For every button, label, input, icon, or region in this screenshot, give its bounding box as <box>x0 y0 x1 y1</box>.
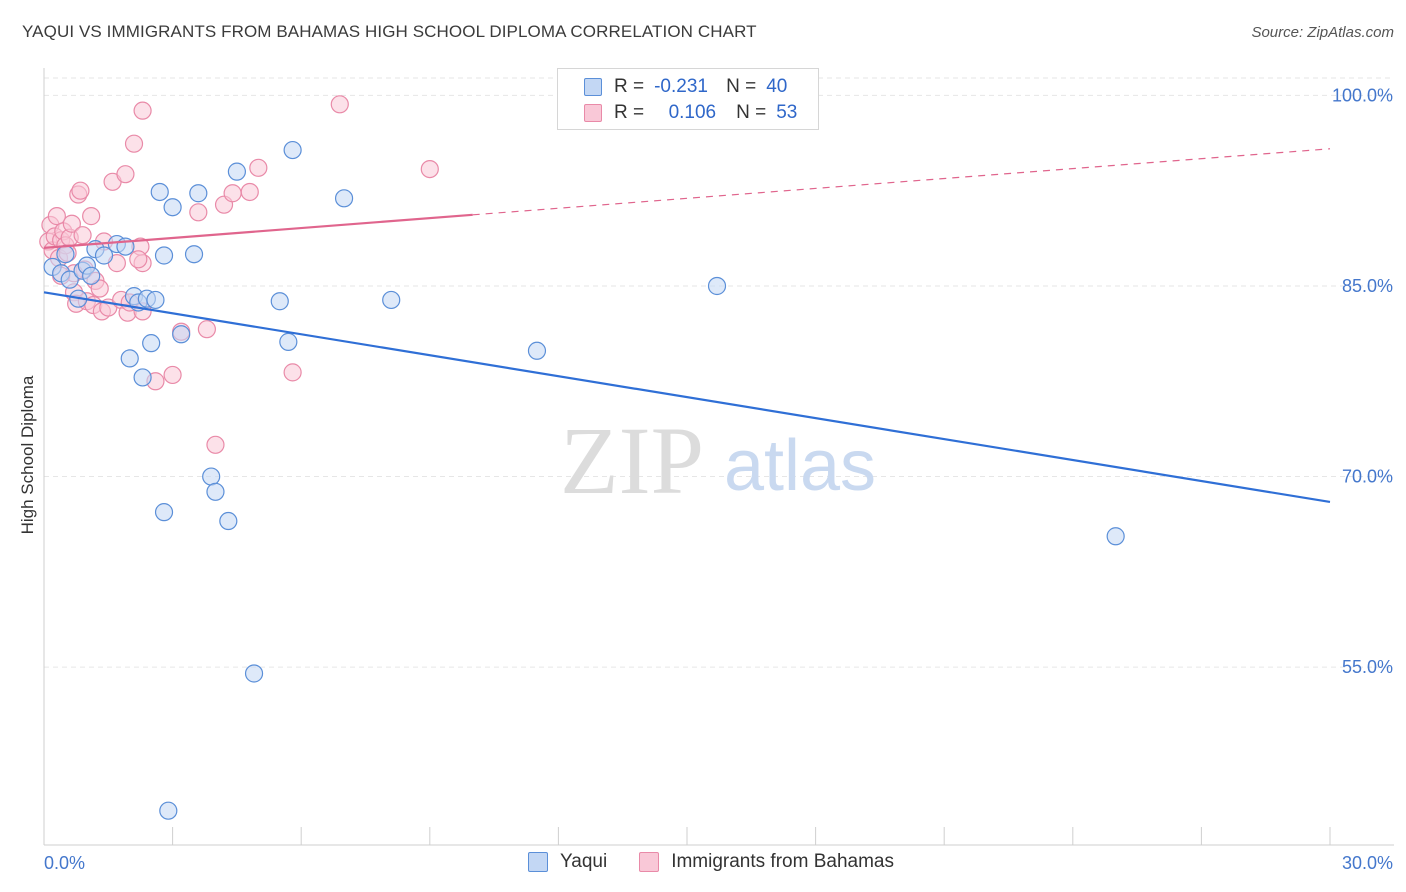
bahamas-point <box>223 184 242 203</box>
legend-n-label: N = <box>736 102 767 123</box>
bahamas-point <box>197 320 216 339</box>
yaqui-point <box>82 266 101 285</box>
bahamas-point <box>62 214 81 233</box>
yaqui-point <box>133 368 152 387</box>
bahamas-point <box>73 226 92 245</box>
watermark-atlas: atlas <box>724 426 876 506</box>
yaqui-point <box>283 140 302 160</box>
yaqui-point <box>206 482 225 501</box>
yaqui-point <box>154 503 174 522</box>
legend-swatch-yaqui <box>584 78 602 96</box>
legend-n-label: N = <box>726 76 757 97</box>
watermark: ZIP atlas <box>560 407 876 514</box>
bahamas-point <box>249 158 268 177</box>
bahamas-point <box>47 207 66 226</box>
axes <box>43 68 1394 846</box>
bahamas-point <box>124 134 144 153</box>
bahamas-trend-line <box>43 213 473 249</box>
yaqui-point <box>244 664 264 683</box>
bahamas-point <box>90 279 109 298</box>
legend-r-value: 0.106 <box>668 102 717 123</box>
yaqui-point <box>120 349 139 368</box>
bahamas-point <box>71 181 90 200</box>
bahamas-point <box>189 203 208 222</box>
yaqui-point <box>184 245 204 264</box>
bahamas-trend-dashed <box>472 148 1331 216</box>
legend-n-value: 53 <box>776 102 798 123</box>
bahamas-point <box>116 165 135 184</box>
legend-label-bahamas: Immigrants from Bahamas <box>671 851 894 872</box>
bahamas-point <box>283 363 302 382</box>
y-axis-label: High School Diploma <box>18 375 37 535</box>
source-label: Source: ZipAtlas.com <box>1251 24 1394 41</box>
y-tick-label: 85.0% <box>1342 276 1393 296</box>
y-tick-label: 100.0% <box>1332 85 1393 105</box>
y-tick-label: 70.0% <box>1342 467 1393 487</box>
yaqui-point <box>527 341 547 360</box>
bahamas-point <box>206 435 225 454</box>
bahamas-point <box>330 95 349 114</box>
bahamas-point <box>133 101 152 120</box>
legend-item-yaqui: Yaqui <box>528 851 607 873</box>
legend-n-value: 40 <box>766 76 788 97</box>
yaqui-point <box>163 198 182 217</box>
legend-swatch-bahamas <box>584 104 602 122</box>
yaqui-trend-line <box>43 291 1331 504</box>
legend-swatch-bahamas <box>639 852 660 872</box>
yaqui-point <box>60 270 79 289</box>
yaqui-point <box>382 290 401 310</box>
bahamas-point <box>420 159 439 179</box>
chart-title: YAQUI VS IMMIGRANTS FROM BAHAMAS HIGH SC… <box>22 22 757 41</box>
y-tick-label: 55.0% <box>1342 657 1393 677</box>
bahamas-point <box>129 250 148 269</box>
bahamas-point <box>240 182 259 202</box>
yaqui-point <box>150 182 169 202</box>
yaqui-point <box>1106 527 1125 546</box>
yaqui-point <box>56 245 75 264</box>
yaqui-point <box>227 162 246 181</box>
yaqui-point <box>146 290 165 310</box>
gridlines <box>44 77 1394 668</box>
x-tick-label: 30.0% <box>1342 853 1393 873</box>
trend-lines <box>43 148 1331 504</box>
bahamas-point <box>163 365 182 385</box>
watermark-zip: ZIP <box>560 407 704 514</box>
legend-r-label: R = <box>614 76 645 97</box>
yaqui-point <box>202 467 221 486</box>
legend-row-bahamas: R = 0.106 N = 53 <box>584 101 797 125</box>
yaqui-point <box>159 801 178 820</box>
yaqui-point <box>270 292 289 311</box>
legend-item-bahamas: Immigrants from Bahamas <box>639 851 894 873</box>
legend-r-value: -0.231 <box>654 76 708 97</box>
x-tick-label: 0.0% <box>44 853 85 873</box>
yaqui-point <box>142 334 161 353</box>
yaqui-point <box>219 511 238 531</box>
tick-labels: 100.0% 85.0% 70.0% 55.0% 0.0% 30.0% <box>44 85 1393 873</box>
bahamas-point <box>82 207 101 226</box>
yaqui-point <box>279 332 298 351</box>
yaqui-point <box>707 276 727 296</box>
yaqui-point <box>334 189 354 208</box>
series-legend: Yaqui Immigrants from Bahamas <box>528 851 926 873</box>
legend-label-yaqui: Yaqui <box>560 851 608 872</box>
yaqui-point <box>154 246 174 265</box>
yaqui-point <box>189 184 208 203</box>
legend-row-yaqui: R = -0.231 N = 40 <box>584 75 787 99</box>
legend-r-label: R = <box>614 102 645 123</box>
yaqui-point <box>94 246 114 265</box>
yaqui-point <box>172 325 191 344</box>
legend-swatch-yaqui <box>528 852 548 872</box>
stats-legend: R = -0.231 N = 40 R = 0.106 N = 53 <box>557 68 819 130</box>
